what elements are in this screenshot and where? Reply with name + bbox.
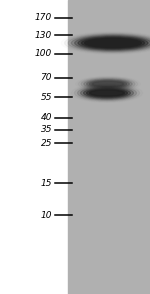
Ellipse shape bbox=[78, 77, 138, 91]
Ellipse shape bbox=[92, 81, 124, 86]
Ellipse shape bbox=[87, 89, 128, 97]
Ellipse shape bbox=[81, 87, 134, 99]
Text: 35: 35 bbox=[40, 126, 52, 134]
Text: 15: 15 bbox=[40, 178, 52, 188]
Text: 100: 100 bbox=[35, 49, 52, 59]
Ellipse shape bbox=[88, 39, 138, 46]
Ellipse shape bbox=[81, 38, 145, 49]
Text: 70: 70 bbox=[40, 74, 52, 83]
Text: 130: 130 bbox=[35, 31, 52, 39]
Text: 10: 10 bbox=[40, 211, 52, 220]
Ellipse shape bbox=[81, 78, 135, 90]
Ellipse shape bbox=[84, 88, 130, 98]
Ellipse shape bbox=[85, 39, 141, 47]
Bar bbox=[68, 0, 150, 294]
Text: 25: 25 bbox=[40, 138, 52, 148]
Ellipse shape bbox=[89, 81, 127, 87]
Ellipse shape bbox=[75, 85, 140, 101]
Ellipse shape bbox=[75, 36, 150, 50]
Ellipse shape bbox=[78, 36, 148, 49]
Ellipse shape bbox=[90, 90, 124, 96]
Ellipse shape bbox=[71, 35, 150, 51]
Ellipse shape bbox=[87, 80, 129, 88]
Ellipse shape bbox=[84, 79, 132, 89]
Text: 40: 40 bbox=[40, 113, 52, 123]
Text: 170: 170 bbox=[35, 14, 52, 23]
Text: 55: 55 bbox=[40, 93, 52, 101]
Ellipse shape bbox=[68, 34, 150, 52]
Ellipse shape bbox=[78, 86, 136, 100]
